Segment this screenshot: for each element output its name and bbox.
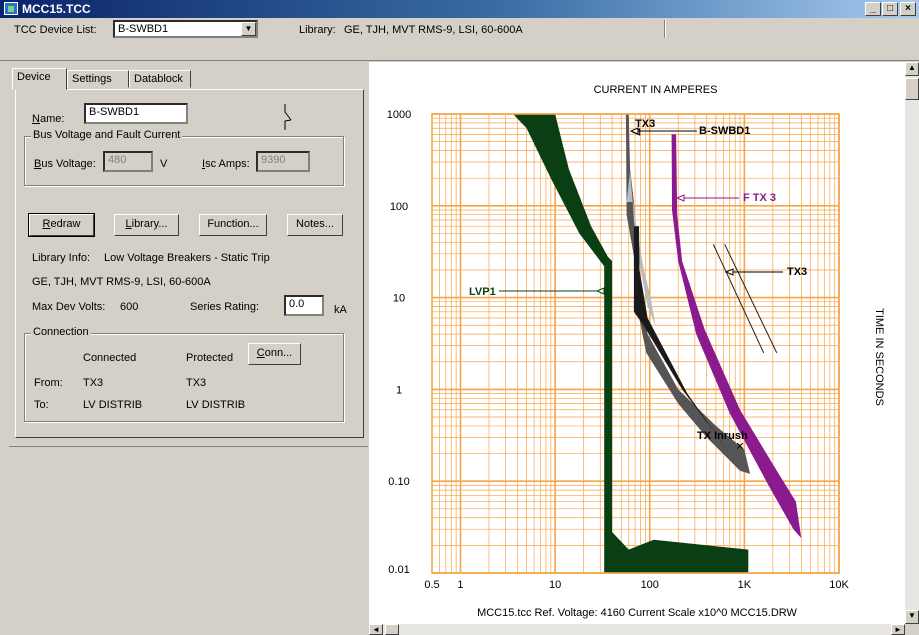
vertical-scrollbar[interactable]: ▲ ▼ — [905, 62, 919, 624]
to-protected: LV DISTRIB — [186, 399, 246, 411]
x-tick-label: 10 — [549, 579, 561, 591]
series-b-swbd1 — [633, 226, 730, 454]
library-value: GE, TJH, MVT RMS-9, LSI, 60-600A — [344, 24, 523, 36]
chart-footer: MCC15.tcc Ref. Voltage: 4160 Current Sca… — [477, 607, 797, 619]
library-description: GE, TJH, MVT RMS-9, LSI, 60-600A — [32, 276, 211, 288]
y-axis-title: TIME IN SECONDS — [873, 308, 885, 406]
y-tick-label: 1000 — [387, 109, 411, 121]
library-info-label: Library Info: — [32, 252, 91, 264]
conn-button[interactable]: Conn... — [248, 343, 301, 365]
max-dev-volts-value: 600 — [120, 301, 139, 313]
tcc-chart: CURRENT IN AMPERES TIME IN SECONDS 0.5 1 10 1… — [387, 84, 885, 619]
hscroll-thumb[interactable] — [385, 624, 399, 635]
close-button[interactable]: × — [900, 2, 916, 16]
y-tick-label: 100 — [390, 201, 408, 213]
minimize-button[interactable]: _ — [865, 2, 881, 16]
y-tick-label: 10 — [393, 293, 405, 305]
function-button[interactable]: Function... — [199, 214, 267, 236]
library-info-value: Low Voltage Breakers - Static Trip — [104, 252, 270, 264]
horizontal-scrollbar[interactable]: ◄ ► — [369, 624, 905, 635]
toolbar-divider — [664, 20, 665, 38]
name-label: Name: — [32, 113, 65, 125]
tab-device[interactable]: Device — [12, 68, 67, 90]
library-button[interactable]: Library... — [114, 214, 179, 236]
annotation-tx3-top: TX3 — [635, 118, 655, 130]
bus-voltage-group-label: Bus Voltage and Fault Current — [31, 129, 183, 141]
y-tick-label: 0.01 — [388, 564, 409, 576]
volt-unit: V — [160, 158, 168, 170]
to-connected: LV DISTRIB — [83, 399, 143, 411]
annotation-tx3-right: TX3 — [787, 266, 807, 278]
tab-settings[interactable]: Settings — [67, 70, 129, 88]
connection-group: Connection — [24, 326, 344, 422]
tx-inrush-marker: × — [736, 437, 744, 453]
device-list-label: TCC Device List: — [14, 24, 97, 36]
tab-page-device — [15, 89, 364, 438]
connection-group-label: Connection — [31, 326, 91, 338]
device-list-value: B-SWBD1 — [118, 23, 169, 35]
series-f-tx3 — [671, 134, 802, 539]
tcc-plot-area[interactable]: CURRENT IN AMPERES TIME IN SECONDS 0.5 1 10 1… — [369, 62, 905, 624]
series-rating-unit: kA — [334, 304, 347, 316]
scroll-right-icon[interactable]: ► — [891, 624, 905, 635]
maximize-button[interactable]: □ — [882, 2, 898, 16]
y-tick-label: 1 — [396, 384, 402, 396]
scroll-left-icon[interactable]: ◄ — [369, 624, 383, 635]
name-field[interactable]: B-SWBD1 — [84, 103, 188, 124]
plot-background — [432, 114, 839, 573]
series-tx3-line — [724, 244, 778, 354]
scroll-up-icon[interactable]: ▲ — [905, 62, 919, 76]
bus-voltage-group: Bus Voltage and Fault Current — [24, 129, 344, 186]
annotation-f-tx3: F TX 3 — [743, 192, 776, 204]
window-title: MCC15.TCC — [22, 2, 91, 16]
series-tx3-hatch — [626, 170, 656, 326]
library-label: Library: — [299, 24, 336, 36]
x-tick-label: 1 — [457, 579, 463, 591]
x-tick-label: 0.5 — [424, 579, 439, 591]
series-tx3-line — [712, 244, 765, 354]
from-connected: TX3 — [83, 377, 104, 389]
pane-divider — [9, 446, 368, 447]
redraw-button[interactable]: Redraw — [28, 213, 95, 237]
bus-voltage-label: Bus Voltage: — [34, 158, 96, 170]
notes-button[interactable]: Notes... — [287, 214, 343, 236]
max-dev-volts-label: Max Dev Volts: — [32, 301, 106, 313]
breaker-symbol-icon — [284, 104, 292, 130]
from-protected: TX3 — [186, 377, 207, 389]
x-tick-label: 10K — [829, 579, 849, 591]
annotation-lvp1-arrow — [595, 287, 605, 295]
series-rating-label: Series Rating: — [190, 301, 260, 313]
title-bar: MCC15.TCC _ □ × — [0, 0, 919, 18]
y-tick-label: 0.10 — [388, 476, 409, 488]
device-list-select[interactable]: B-SWBD1 ▼ — [113, 20, 258, 38]
annotation-lvp1: LVP1 — [469, 286, 496, 298]
isc-amps-label: Isc Amps: — [202, 158, 250, 170]
connected-header: Connected — [83, 352, 137, 364]
x-tick-label: 1K — [738, 579, 752, 591]
series-rating-field[interactable]: 0.0 — [284, 295, 324, 316]
annotation-tx3-right-arrow — [724, 268, 734, 276]
plot-frame — [431, 113, 840, 574]
protected-header: Protected — [186, 352, 234, 364]
tab-datablock[interactable]: Datablock — [129, 70, 191, 88]
series-tx3-band — [625, 114, 751, 474]
from-label: From: — [34, 377, 63, 389]
app-icon — [4, 2, 18, 15]
toolbar — [0, 18, 919, 61]
isc-amps-field[interactable]: 9390 — [256, 151, 310, 172]
annotation-tx-inrush: TX Inrush — [697, 430, 748, 442]
scroll-down-icon[interactable]: ▼ — [905, 610, 919, 624]
scroll-thumb[interactable] — [905, 78, 919, 100]
annotation-b-swbd1: B-SWBD1 — [699, 125, 750, 137]
x-tick-label: 100 — [641, 579, 659, 591]
annotation-f-tx3-arrow — [675, 194, 685, 202]
x-axis-title: CURRENT IN AMPERES — [594, 84, 718, 96]
to-label: To: — [34, 399, 49, 411]
bus-voltage-field[interactable]: 480 — [103, 151, 153, 172]
dropdown-arrow-icon[interactable]: ▼ — [241, 22, 256, 36]
annotation-b-swbd1-arrow — [629, 127, 639, 135]
